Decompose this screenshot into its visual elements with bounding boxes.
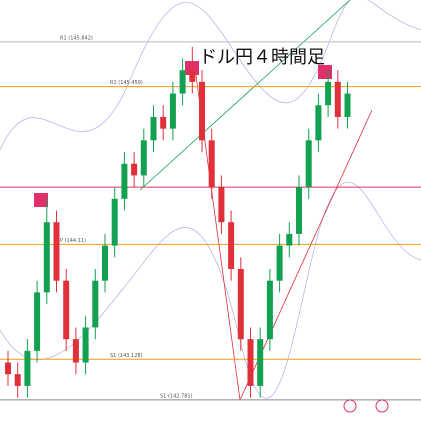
candle-body xyxy=(150,116,157,141)
candle-body xyxy=(228,222,235,269)
candle-body xyxy=(102,245,108,281)
candle-body xyxy=(286,233,293,246)
candle-body xyxy=(160,116,167,129)
candle-body xyxy=(305,140,312,188)
candle-body xyxy=(169,93,176,129)
candle-body xyxy=(189,70,196,82)
candle-body xyxy=(237,268,244,340)
candle-body xyxy=(247,339,254,386)
candle-body xyxy=(140,140,147,176)
candle-body xyxy=(179,70,186,94)
level-label: R1 (145.459) xyxy=(110,80,143,86)
candle-body xyxy=(43,222,50,293)
candle-body xyxy=(199,81,205,141)
candle-body xyxy=(53,222,60,281)
candle-body xyxy=(92,280,99,328)
candle-body xyxy=(325,81,332,106)
level-label: S1 (142.781) xyxy=(160,393,193,399)
plot: R1 (145.842) R1 (145.459) P (144.11) S1 (14… xyxy=(0,35,421,401)
trend-line xyxy=(139,0,351,191)
candle-body xyxy=(208,140,215,188)
level-label: R1 (145.842) xyxy=(60,35,93,41)
peak-marker xyxy=(34,193,48,207)
candle-body xyxy=(111,198,118,246)
candle-body xyxy=(266,280,273,340)
candle-body xyxy=(296,187,302,234)
candle-body xyxy=(344,93,351,117)
level-label: P (144.11) xyxy=(60,238,86,244)
candle-body xyxy=(5,362,11,375)
candle-body xyxy=(334,81,341,117)
candle-body xyxy=(121,163,128,199)
icon xyxy=(375,399,389,413)
chart-title: ドル円４時間足 xyxy=(199,47,325,68)
candle-body xyxy=(24,350,31,386)
icon xyxy=(343,399,357,413)
candle-body xyxy=(276,245,283,281)
candle-body xyxy=(72,339,79,363)
candle-body xyxy=(218,187,225,223)
candle-body xyxy=(34,292,41,351)
candle-body xyxy=(131,163,138,176)
candle-body xyxy=(63,280,70,340)
candle-body xyxy=(257,339,264,386)
level-label: S1 (143.128) xyxy=(110,353,143,359)
candle-body xyxy=(315,105,322,141)
candle-body xyxy=(82,327,89,363)
candle-body xyxy=(14,374,21,386)
